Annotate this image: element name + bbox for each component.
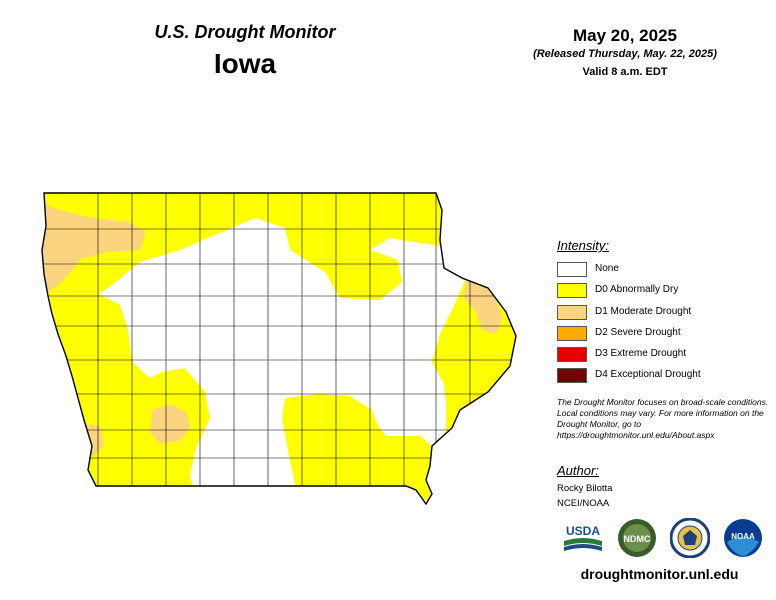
legend-swatch-d0 bbox=[557, 283, 587, 298]
legend-title: Intensity: bbox=[557, 238, 610, 253]
usda-logo-text: USDA bbox=[566, 524, 600, 538]
author-title: Author: bbox=[557, 463, 599, 478]
legend-label: D2 Severe Drought bbox=[595, 327, 681, 338]
legend-swatch-d4 bbox=[557, 368, 587, 383]
map-date: May 20, 2025 bbox=[573, 26, 677, 45]
commerce-seal-icon bbox=[670, 518, 710, 558]
legend-swatch-none bbox=[557, 262, 587, 277]
legend-label: D3 Extreme Drought bbox=[595, 348, 687, 359]
usda-logo: USDA bbox=[564, 524, 602, 551]
author-org: NCEI/NOAA bbox=[557, 498, 610, 509]
website-link[interactable]: droughtmonitor.unl.edu bbox=[580, 566, 739, 582]
legend-label: D1 Moderate Drought bbox=[595, 306, 692, 317]
ndmc-logo: NDMC bbox=[618, 519, 656, 557]
ndmc-logo-text: NDMC bbox=[624, 534, 651, 544]
drought-areas bbox=[42, 193, 516, 504]
legend-swatch-d2 bbox=[557, 326, 587, 341]
legend-label: D4 Exceptional Drought bbox=[595, 369, 701, 380]
release-date: (Released Thursday, May. 22, 2025) bbox=[533, 48, 717, 60]
drought-monitor-note: The Drought Monitor focuses on broad-sca… bbox=[557, 397, 769, 440]
noaa-logo-text: NOAA bbox=[731, 532, 755, 541]
state-outline bbox=[41, 192, 517, 506]
state-name: Iowa bbox=[213, 48, 277, 79]
d0-north-area bbox=[42, 193, 516, 300]
valid-time: Valid 8 a.m. EDT bbox=[582, 66, 668, 78]
legend-swatch-d3 bbox=[557, 347, 587, 362]
d1-southwest-area bbox=[150, 404, 190, 444]
legend-swatch-d1 bbox=[557, 305, 587, 320]
map-title: U.S. Drought Monitor bbox=[154, 22, 336, 42]
noaa-logo: NOAA bbox=[724, 519, 762, 557]
legend-label: D0 Abnormally Dry bbox=[595, 284, 679, 295]
d0-south-central-area bbox=[282, 394, 432, 500]
d1-northwest-area bbox=[42, 198, 146, 292]
author-name: Rocky Bilotta bbox=[557, 483, 613, 494]
legend-label: None bbox=[595, 263, 619, 274]
